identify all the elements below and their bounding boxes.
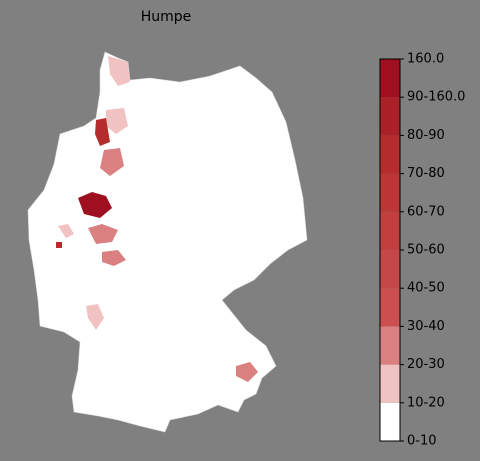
country-outline [27,51,308,433]
colorbar-label: 80-90 [407,128,445,143]
colorbar-segment [380,211,400,250]
colorbar-label: 50-60 [407,243,445,258]
region [108,56,130,86]
region [86,304,104,330]
colorbar-segment [380,250,400,289]
colorbar-label: 10-20 [407,395,445,410]
colorbar-label: 0-10 [407,434,437,449]
region [88,224,118,244]
colorbar-label: 20-30 [407,357,445,372]
colorbar-label: 160.0 [407,52,444,67]
colorbar-label: 90-160.0 [407,90,465,105]
region [58,224,74,238]
colorbar-label: 40-50 [407,281,445,296]
colorbar-segment [380,97,400,136]
colorbar-label: 60-70 [407,204,445,219]
colorbar-segment [380,173,400,212]
colorbar-segment [380,402,400,441]
colorbar-label: 70-80 [407,166,445,181]
region [95,118,110,146]
region [102,250,126,266]
region [236,362,258,382]
region [78,192,112,218]
colorbar-segment [380,288,400,327]
colorbar-segment [380,326,400,365]
colorbar-segment [380,59,400,98]
region [100,148,124,176]
region [106,108,128,134]
colorbar-segment [380,135,400,174]
region [56,242,62,248]
colorbar: 0-10 10-20 20-30 30-40 40-50 50-60 60-70 70-80 8… [379,52,465,449]
colorbar-segment [380,364,400,403]
map-title: Humpe [141,9,192,25]
germany-map [27,51,308,433]
colorbar-label: 30-40 [407,319,445,334]
